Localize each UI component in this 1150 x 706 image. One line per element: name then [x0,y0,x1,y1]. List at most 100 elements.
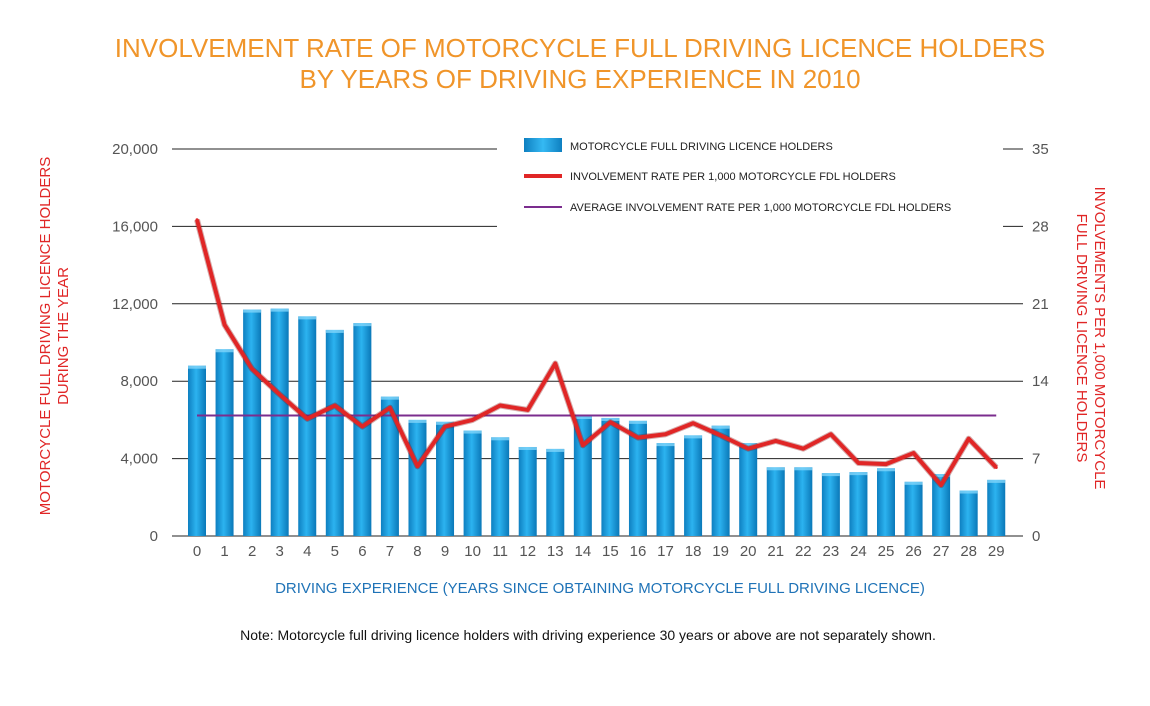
rate-point [526,408,530,412]
bar-cap [491,437,510,441]
bar-cap [298,316,317,320]
x-tick-label: 20 [740,543,757,560]
left-tick-label: 20,000 [112,141,158,158]
left-axis-title-line-2: DURING THE YEAR [55,267,72,405]
bar [491,437,510,536]
bar [739,443,758,536]
rate-point [195,218,199,222]
bar [298,316,317,536]
rate-point [912,451,916,455]
rate-point [305,417,309,421]
bar [573,416,592,536]
bar [628,420,647,536]
x-tick-label: 9 [441,543,449,560]
legend-label-rate: INVOLVEMENT RATE PER 1,000 MOTORCYCLE FD… [570,171,896,183]
bar-cap [821,473,840,477]
x-tick-label: 1 [220,543,228,560]
bar [849,472,868,536]
bar [656,443,675,536]
bar-series [188,308,1006,536]
bar [932,474,951,536]
left-axis-title: MOTORCYCLE FULL DRIVING LICENCE HOLDERS … [37,157,72,515]
bar [959,490,978,536]
bar [270,308,289,536]
rate-point [967,437,971,441]
x-tick-label: 3 [276,543,284,560]
rate-point [719,433,723,437]
rate-point [746,447,750,451]
left-axis-ticks: 0 4,000 8,000 12,000 16,000 20,000 [112,141,158,545]
bar-cap [739,443,758,447]
bar-cap [353,323,372,327]
bar-cap [546,448,565,452]
x-tick-label: 11 [492,543,508,560]
chart-title-line-2: BY YEARS OF DRIVING EXPERIENCE IN 2010 [299,64,860,94]
rate-point [691,421,695,425]
bar-cap [932,474,951,478]
bar [684,435,703,536]
x-tick-label: 0 [193,543,201,560]
bar [546,448,565,536]
x-tick-label: 24 [850,543,867,560]
legend-label-holders: MOTORCYCLE FULL DRIVING LICENCE HOLDERS [570,141,833,153]
x-tick-label: 21 [767,543,784,560]
bar [325,329,344,536]
rate-point [553,362,557,366]
rate-point [608,420,612,424]
bar-cap [711,425,730,429]
x-tick-label: 26 [905,543,922,560]
bar-cap [987,479,1006,483]
bar-cap [684,435,703,439]
left-tick-label: 16,000 [112,218,158,235]
bar-cap [573,416,592,420]
bar [188,365,206,536]
rate-point [636,436,640,440]
x-tick-label: 10 [464,543,481,560]
x-tick-label: 13 [547,543,564,560]
x-tick-label: 4 [303,543,311,560]
bar [987,479,1006,536]
x-tick-label: 29 [988,543,1005,560]
bar-cap [849,472,868,476]
right-axis-ticks: 0 7 14 21 28 35 [1032,141,1049,545]
bar [904,481,923,536]
x-tick-label: 12 [519,543,536,560]
right-axis-title-line-2: FULL DRIVING LICENCE HOLDERS [1073,214,1090,463]
x-tick-label: 16 [630,543,647,560]
bar [821,473,840,536]
left-tick-label: 4,000 [120,451,158,468]
bar-cap [601,417,620,421]
bar-cap [243,309,262,313]
bar-cap [904,481,923,485]
rate-line [195,219,998,488]
right-tick-label: 21 [1032,296,1049,313]
bar-cap [628,420,647,424]
rate-point [581,443,585,447]
rate-point [829,432,833,436]
rate-point [801,447,805,451]
chart-title-line-1: INVOLVEMENT RATE OF MOTORCYCLE FULL DRIV… [115,33,1045,63]
bar [518,446,537,536]
right-axis-title: INVOLVEMENTS PER 1,000 MOTORCYCLE FULL D… [1073,187,1108,490]
bar [766,467,785,536]
rate-line-shadow [194,219,999,489]
x-tick-label: 2 [248,543,256,560]
rate-point [471,418,475,422]
rate-point [498,404,502,408]
bar-cap [766,467,785,471]
rate-line-group [194,218,999,489]
rate-point [333,404,337,408]
x-tick-label: 6 [358,543,366,560]
x-tick-label: 14 [574,543,591,560]
rate-point [415,464,419,468]
rate-point [223,323,227,327]
bar-cap [215,349,234,353]
x-axis-title: DRIVING EXPERIENCE (YEARS SINCE OBTAININ… [275,580,925,597]
rate-point [250,367,254,371]
x-tick-label: 22 [795,543,812,560]
x-tick-label: 17 [657,543,674,560]
rate-point [443,425,447,429]
right-tick-label: 14 [1032,373,1049,390]
bar [380,396,399,536]
